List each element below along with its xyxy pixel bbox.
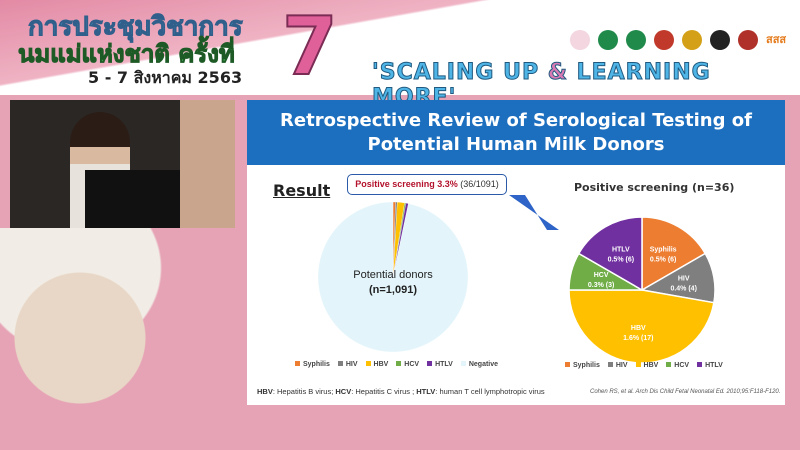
logo-icon — [570, 30, 590, 50]
charts-svg: Potential donors (n=1,091) Syphilis 0.5% (6… — [317, 195, 716, 364]
slide-title: Retrospective Review of Serological Test… — [247, 100, 785, 165]
chart1-center-count: (n=1,091) — [369, 284, 417, 296]
logo-icon — [654, 30, 674, 50]
speaker-video — [10, 100, 235, 228]
legend-item: Syphilis — [565, 362, 600, 369]
logo-icon — [682, 30, 702, 50]
arrow-icon — [509, 195, 559, 230]
pie-slice-syphilis — [641, 216, 707, 292]
conference-number: 7 — [281, 0, 339, 94]
thaihealth-logo: สสส — [766, 34, 787, 46]
conference-title-line2: นมแม่แห่งชาติ ครั้งที่ — [18, 40, 236, 69]
legend-item: HIV — [337, 361, 358, 368]
presentation-slide: Retrospective Review of Serological Test… — [247, 100, 785, 405]
banner-background — [0, 0, 800, 100]
logo-icon — [626, 30, 646, 50]
chart1-legend: Syphilis HIV HBV HCV HTLV Negative — [295, 361, 498, 368]
slice-label: HBV — [631, 325, 646, 332]
legend-item: HTLV — [427, 361, 453, 368]
slice-label: HCV — [594, 272, 609, 279]
legend-item: HBV — [365, 361, 388, 368]
background-photo — [180, 100, 235, 228]
logo-icon — [598, 30, 618, 50]
pie-slice-negative — [317, 201, 469, 353]
child-photo-decoration — [0, 228, 240, 428]
slice-value: 0.5% (6) — [608, 256, 634, 263]
slogan: 'SCALING UP & LEARNING MORE' — [372, 60, 711, 111]
result-heading: Result — [273, 181, 331, 200]
positive-screening-callout: Positive screening 3.3% (36/1091) — [347, 174, 507, 195]
footnote: HBV: Hepatitis B virus; HCV: Hepatitis C… — [257, 387, 545, 396]
chart1-center-label: Potential donors — [353, 269, 433, 281]
conference-dates: 5 - 7 สิงหาคม 2563 — [88, 68, 243, 87]
legend-item: Negative — [460, 361, 498, 368]
podium — [85, 170, 185, 228]
slice-label: HTLV — [612, 246, 630, 253]
conference-title-line1: การประชุมวิชาการ — [28, 12, 244, 43]
legend-item: HCV — [666, 362, 689, 369]
slice-value: 0.5% (6) — [650, 256, 676, 263]
legend-item: HBV — [635, 362, 658, 369]
logo-icon — [710, 30, 730, 50]
chart2-title: Positive screening (n=36) — [574, 181, 735, 194]
sponsor-logos: สสส — [570, 30, 786, 50]
slice-label: HIV — [678, 276, 690, 283]
pie-slice-htlv — [577, 216, 643, 292]
legend-item: HTLV — [697, 362, 723, 369]
legend-item: Syphilis — [295, 361, 330, 368]
slice-value: 0.4% (4) — [670, 286, 696, 293]
chart2-legend: Syphilis HIV HBV HCV HTLV — [565, 362, 723, 369]
slice-value: 1.6% (17) — [623, 335, 653, 342]
citation: Cohen RS, et al. Arch Dis Child Fetal Ne… — [590, 389, 781, 395]
slice-value: 0.3% (3) — [588, 282, 614, 289]
legend-item: HCV — [396, 361, 419, 368]
legend-item: HIV — [607, 362, 628, 369]
logo-icon — [738, 30, 758, 50]
slice-label: Syphilis — [650, 246, 677, 253]
